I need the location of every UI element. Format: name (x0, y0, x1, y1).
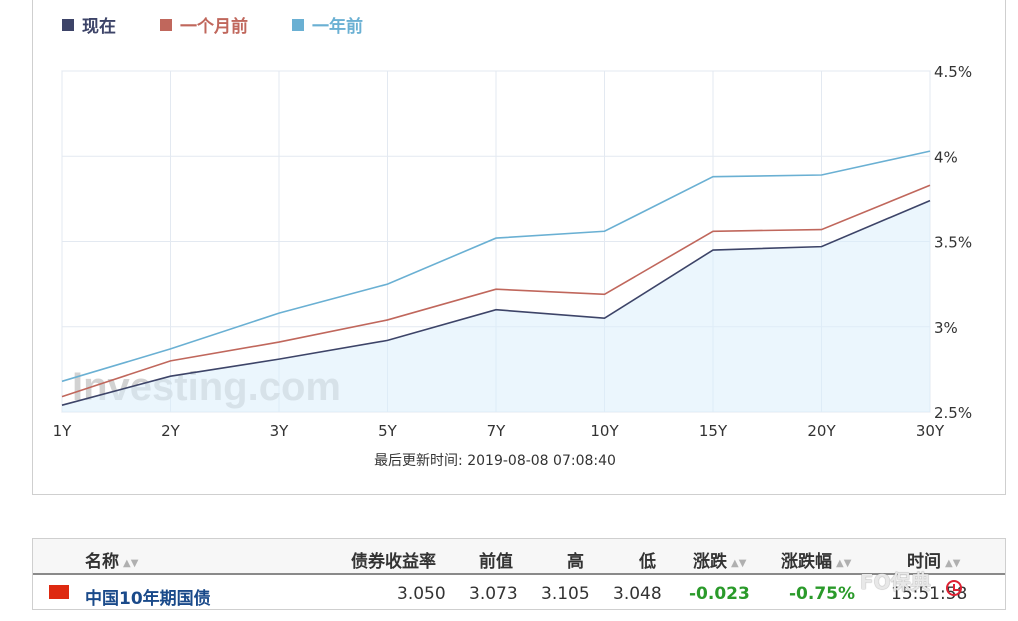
y-tick-label: 3% (934, 319, 958, 337)
yield-curve-chart: Investing.com 4.5%4%3.5%3%2.5% 1Y2Y3Y5Y7… (53, 63, 972, 440)
legend-label-year-ago: 一年前 (312, 17, 363, 37)
y-tick-label: 4% (934, 148, 958, 166)
legend-item-now[interactable]: 现在 (62, 12, 116, 37)
legend-swatch-year-ago (292, 18, 304, 31)
header-yield[interactable]: 债券收益率 (351, 552, 436, 572)
header-change-pct-label: 涨跌幅 (781, 552, 832, 572)
x-tick-label: 15Y (699, 422, 728, 440)
sort-icon[interactable]: ▲▼ (731, 558, 747, 569)
x-tick-label: 3Y (270, 422, 290, 440)
bond-name-link[interactable]: 中国10年期国债 (85, 589, 211, 609)
cell-prev: 3.073 (469, 584, 518, 604)
clock-icon[interactable] (946, 580, 962, 596)
header-high[interactable]: 高 (567, 552, 584, 572)
legend-swatch-now (62, 18, 74, 31)
chart-legend: 现在 一个月前 一年前 (62, 12, 363, 37)
header-prev[interactable]: 前值 (479, 552, 513, 572)
cell-change: -0.023 (689, 584, 750, 604)
overlay-watermark: FO保典 (860, 570, 931, 594)
x-tick-labels: 1Y 2Y 3Y 5Y 7Y 10Y 15Y 20Y 30Y (53, 422, 945, 440)
series-line-month-ago (61, 184, 931, 398)
table-header-row (33, 539, 1005, 575)
y-tick-label: 4.5% (934, 63, 972, 81)
header-time-label: 时间 (907, 552, 941, 572)
series-line-now (61, 199, 931, 406)
legend-swatch-month-ago (160, 18, 172, 31)
header-name-label: 名称 (85, 552, 119, 572)
x-tick-label: 2Y (161, 422, 181, 440)
x-tick-label: 7Y (487, 422, 507, 440)
series-line-year-ago (61, 150, 931, 383)
series-lines (61, 150, 931, 406)
china-flag-icon (49, 585, 69, 599)
x-tick-label: 1Y (53, 422, 73, 440)
sort-icon[interactable]: ▲▼ (123, 558, 139, 569)
legend-item-year-ago[interactable]: 一年前 (292, 12, 363, 37)
header-change[interactable]: 涨跌 ▲▼ (693, 547, 746, 572)
y-tick-labels: 4.5% 4% 3.5% 3% 2.5% (934, 63, 972, 422)
cell-yield: 3.050 (397, 584, 446, 604)
cell-change-pct: -0.75% (789, 584, 856, 604)
bond-table: 名称 ▲▼ 债券收益率 前值 高 低 涨跌 ▲▼ 涨跌幅 ▲▼ 时间 ▲▼ 中国10年期… (32, 538, 1006, 610)
header-low[interactable]: 低 (639, 552, 656, 572)
header-change-pct[interactable]: 涨跌幅 ▲▼ (781, 547, 851, 572)
x-tick-label: 30Y (916, 422, 945, 440)
x-tick-label: 20Y (807, 422, 836, 440)
legend-item-month-ago[interactable]: 一个月前 (160, 12, 248, 37)
cell-low: 3.048 (613, 584, 662, 604)
header-change-label: 涨跌 (693, 552, 727, 572)
sort-icon[interactable]: ▲▼ (836, 558, 852, 569)
x-tick-label: 5Y (378, 422, 398, 440)
header-name[interactable]: 名称 ▲▼ (85, 547, 138, 572)
cell-high: 3.105 (541, 584, 590, 604)
sort-icon[interactable]: ▲▼ (945, 558, 961, 569)
legend-label-now: 现在 (82, 17, 116, 37)
x-tick-label: 10Y (590, 422, 619, 440)
header-time[interactable]: 时间 ▲▼ (907, 547, 960, 572)
y-tick-label: 3.5% (934, 234, 972, 252)
y-tick-label: 2.5% (934, 404, 972, 422)
legend-label-month-ago: 一个月前 (180, 17, 248, 37)
last-updated-text: 最后更新时间: 2019-08-08 07:08:40 (374, 453, 616, 469)
